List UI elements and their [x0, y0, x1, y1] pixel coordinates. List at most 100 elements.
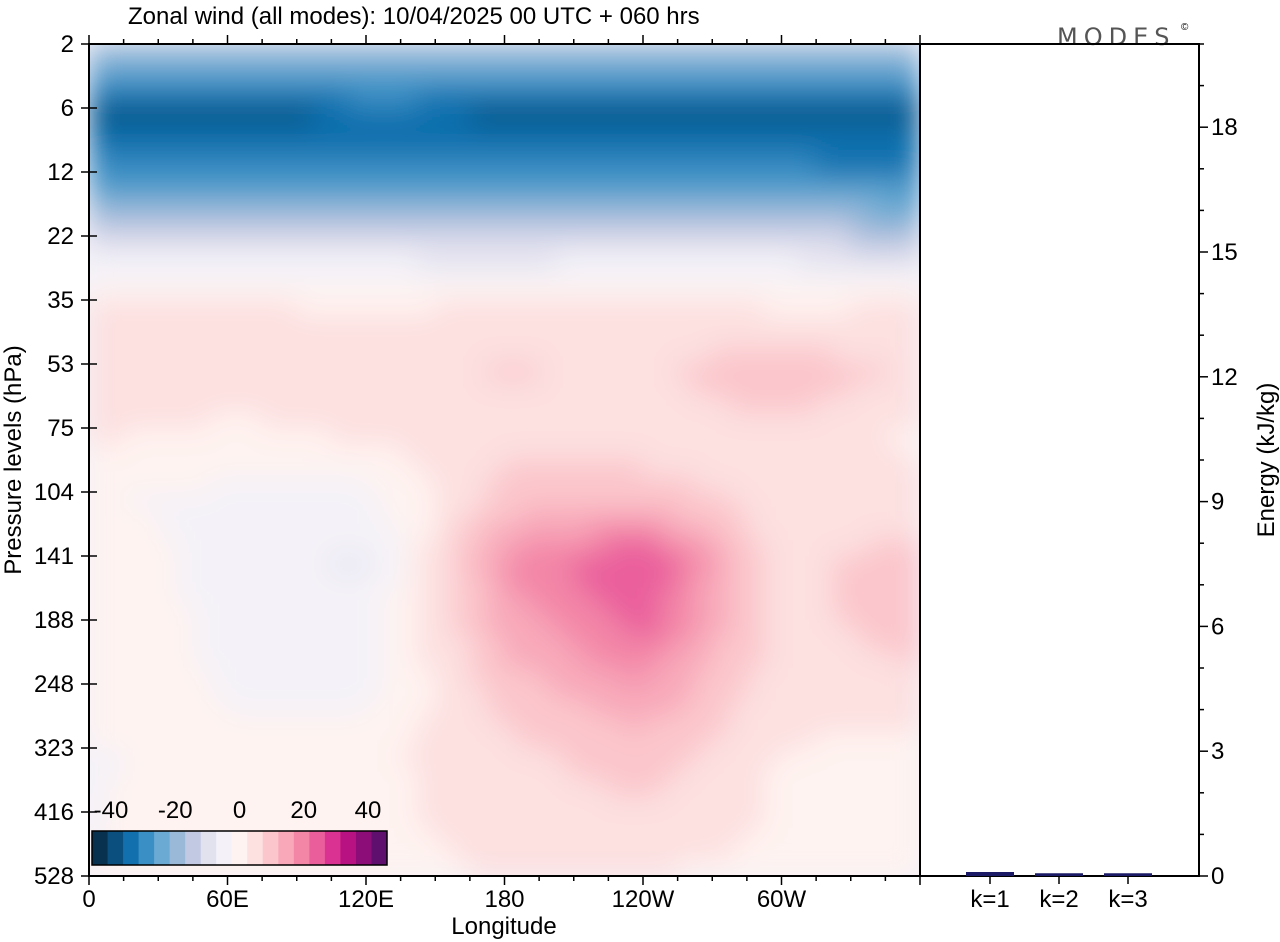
field-cell [175, 524, 194, 541]
field-cell [314, 380, 333, 397]
field-cell [487, 700, 506, 717]
field-cell [469, 364, 489, 381]
field-cell [660, 716, 679, 733]
field-cell [868, 540, 887, 557]
field-cell [556, 828, 575, 845]
field-cell [660, 188, 679, 205]
field-cell [262, 316, 281, 333]
field-cell [279, 636, 298, 653]
field-cell [366, 220, 385, 237]
field-cell [902, 508, 920, 525]
field-cell [868, 44, 887, 61]
field-cell [608, 764, 627, 781]
field-cell [400, 556, 419, 573]
field-cell [643, 700, 662, 717]
field-cell [210, 476, 229, 493]
field-cell [694, 172, 714, 189]
field-cell [383, 764, 402, 781]
field-cell [833, 636, 852, 653]
field-cell [850, 268, 870, 285]
field-cell [210, 108, 229, 125]
field-cell [296, 428, 316, 445]
field-cell [643, 444, 662, 461]
field-cell [850, 684, 870, 701]
field-cell [764, 220, 783, 237]
field-cell [469, 204, 489, 221]
y-tick-label: 35 [47, 287, 74, 314]
field-cell [140, 556, 160, 573]
field-cell [573, 316, 593, 333]
field-cell [158, 716, 177, 733]
field-cell [608, 556, 627, 573]
field-cell [885, 668, 904, 685]
field-cell [694, 76, 714, 93]
field-cell [885, 204, 904, 221]
field-cell [573, 556, 593, 573]
field-cell [210, 540, 229, 557]
field-cell [469, 780, 489, 797]
field-cell [348, 540, 367, 557]
field-cell [210, 556, 229, 573]
field-cell [764, 236, 783, 253]
field-cell [521, 172, 541, 189]
field-cell [366, 284, 385, 301]
field-cell [487, 60, 506, 77]
field-cell [539, 636, 558, 653]
field-cell [279, 716, 298, 733]
field-cell [89, 396, 108, 413]
field-cell [106, 540, 125, 557]
field-cell [244, 764, 264, 781]
field-cell [868, 252, 887, 269]
field-cell [487, 316, 506, 333]
field-cell [279, 348, 298, 365]
field-cell [556, 716, 575, 733]
field-cell [469, 764, 489, 781]
field-cell [192, 124, 212, 141]
field-cell [712, 412, 731, 429]
field-cell [902, 812, 920, 829]
field-cell [798, 316, 818, 333]
field-cell [591, 412, 610, 429]
field-cell [764, 844, 783, 861]
field-cell [331, 44, 350, 61]
field-cell [400, 716, 419, 733]
field-cell [192, 140, 212, 157]
field-cell [452, 684, 471, 701]
field-cell [694, 60, 714, 77]
field-cell [244, 316, 264, 333]
field-cell [140, 524, 160, 541]
field-cell [262, 700, 281, 717]
field-cell [556, 268, 575, 285]
field-cell [625, 812, 644, 829]
field-cell [591, 540, 610, 557]
field-cell [244, 92, 264, 109]
field-cell [140, 428, 160, 445]
field-cell [158, 700, 177, 717]
field-cell [539, 812, 558, 829]
field-cell [331, 604, 350, 621]
field-cell [435, 716, 454, 733]
field-cell [660, 460, 679, 477]
field-cell [469, 636, 489, 653]
field-cell [521, 444, 541, 461]
field-cell [539, 716, 558, 733]
y-tick-label: 528 [34, 863, 74, 890]
field-cell [140, 300, 160, 317]
field-cell [781, 156, 800, 173]
field-cell [816, 140, 835, 157]
field-cell [677, 780, 696, 797]
field-cell [694, 508, 714, 525]
field-cell [729, 140, 748, 157]
field-cell [314, 124, 333, 141]
field-cell [123, 748, 142, 765]
field-cell [123, 92, 142, 109]
field-cell [798, 540, 818, 557]
field-cell [798, 748, 818, 765]
field-cell [660, 332, 679, 349]
field-cell [521, 300, 541, 317]
field-cell [746, 156, 766, 173]
field-cell [521, 60, 541, 77]
field-cell [746, 428, 766, 445]
field-cell [175, 668, 194, 685]
field-cell [314, 156, 333, 173]
